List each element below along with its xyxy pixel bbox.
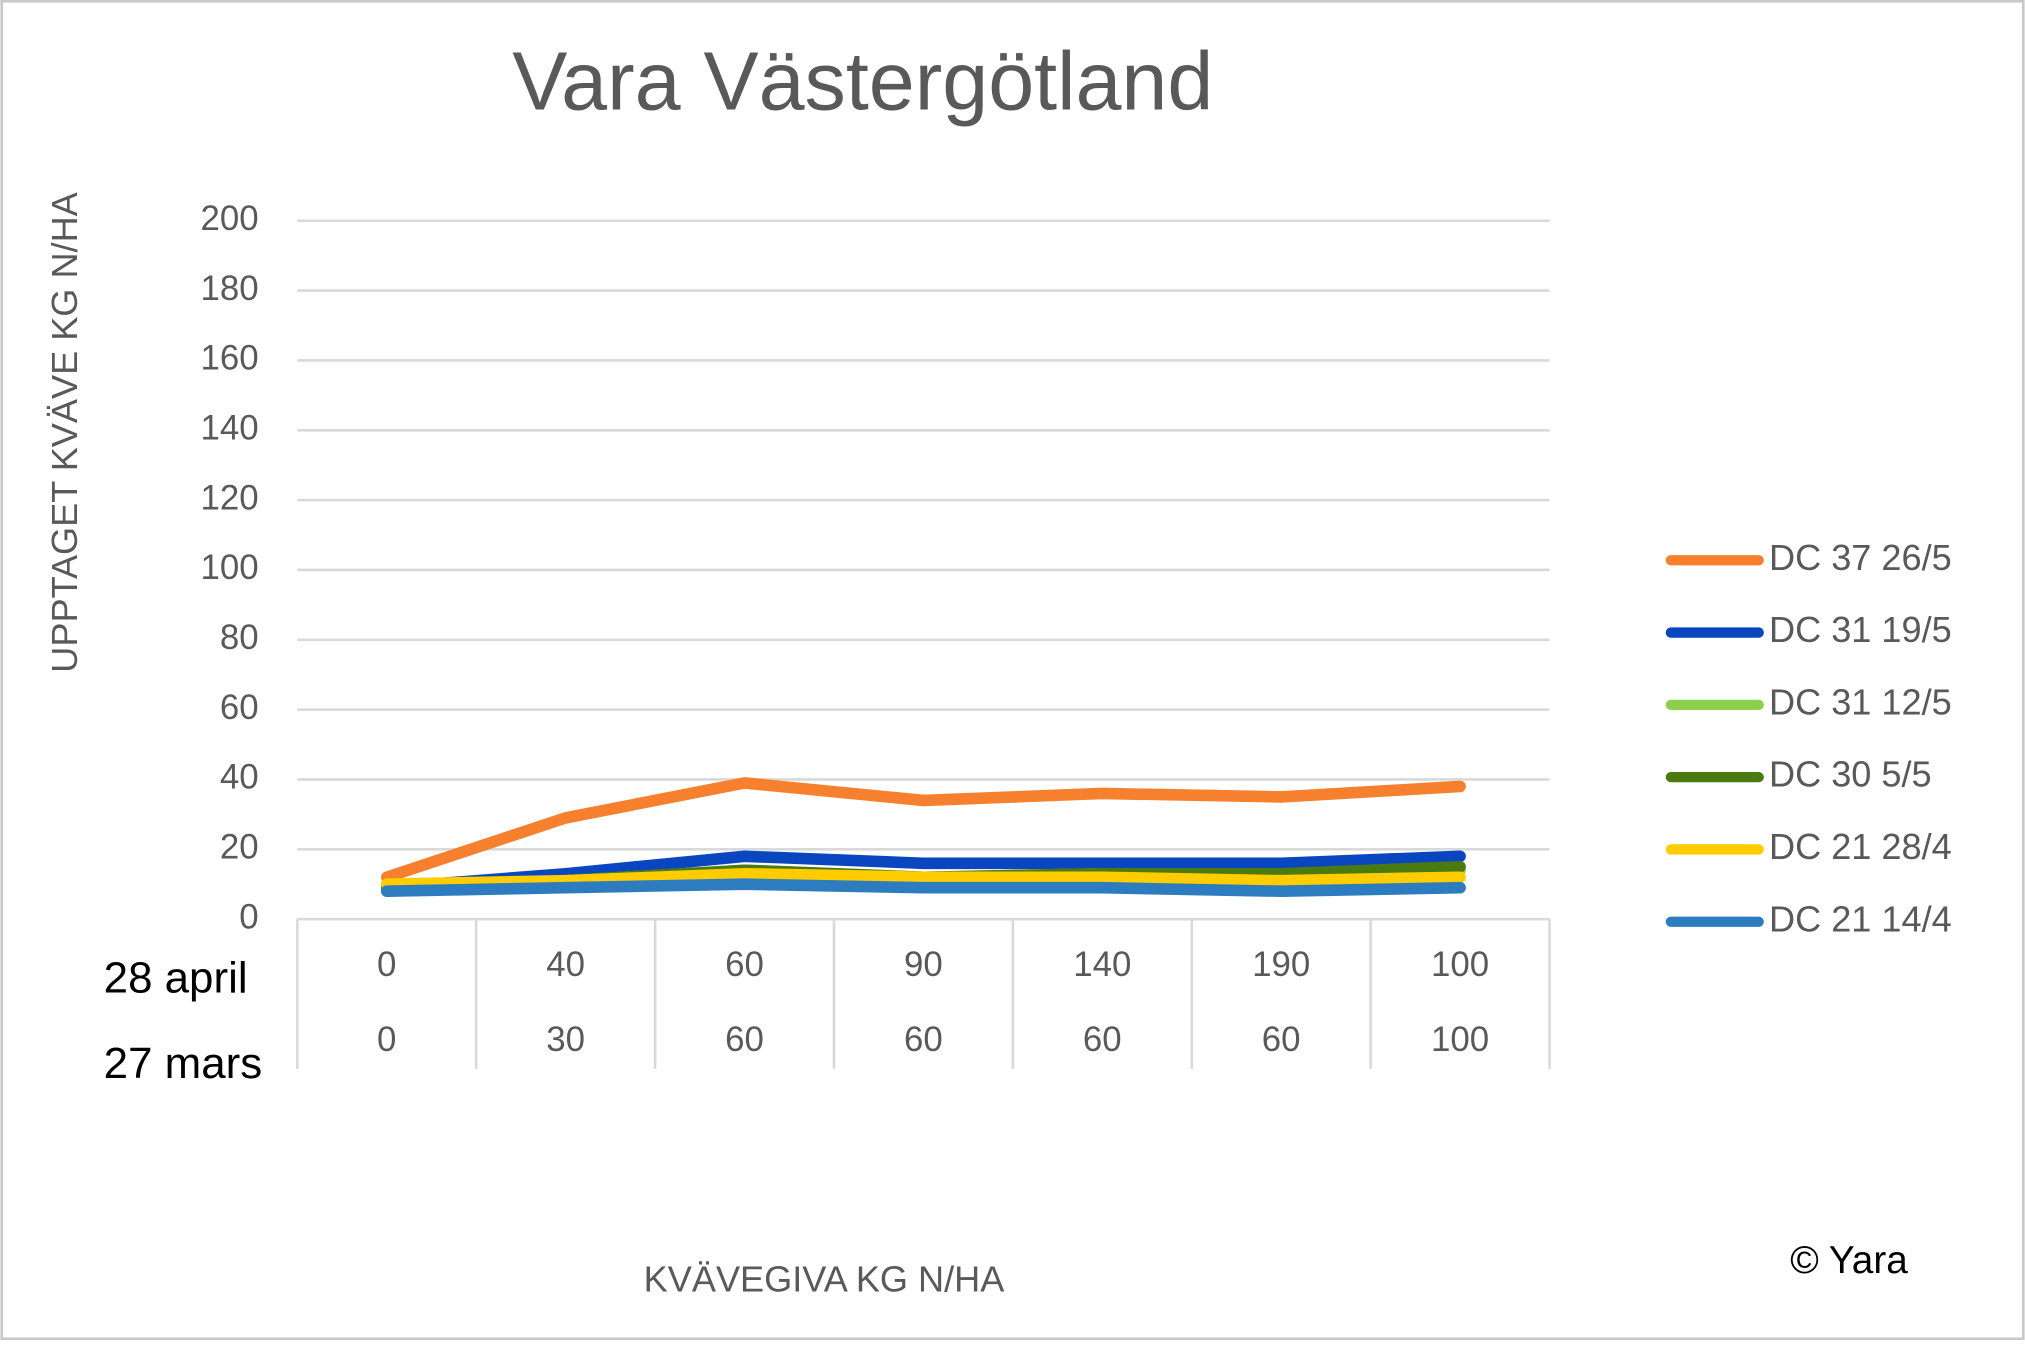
x-tick-label: 40 [546,945,585,984]
x-tick-label: 0 [377,1020,396,1059]
y-tick-label: 140 [200,408,258,447]
category-level-name: 27 mars [104,1039,262,1088]
legend-label: DC 37 26/5 [1769,537,1952,578]
category-level-name: 28 april [104,954,248,1003]
line-series [380,867,1466,891]
x-tick-label: 90 [904,945,943,984]
x-tick-label: 60 [904,1020,943,1059]
y-tick-label: 40 [220,758,259,797]
x-tick-label: 60 [725,1020,764,1059]
line-series [380,850,1466,894]
x-tick-label: 60 [1262,1020,1301,1059]
x-tick-label: 100 [1431,945,1489,984]
legend-label: DC 21 14/4 [1769,898,1952,939]
chart-title: Vara Västergötland [512,35,1213,128]
y-tick-label: 80 [220,618,259,657]
y-tick-label: 0 [239,897,258,936]
y-tick-label: 200 [200,199,258,238]
legend-label: DC 21 28/4 [1769,826,1952,867]
y-axis-label: UPPTAGET KVÄVE KG N/HA [44,191,85,672]
y-tick-label: 100 [200,548,258,587]
x-tick-label: 30 [546,1020,585,1059]
y-tick-label: 120 [200,478,258,517]
x-tick-label: 190 [1252,945,1310,984]
line-series [380,878,1466,898]
y-tick-label: 20 [220,828,259,867]
y-tick-label: 180 [200,269,258,308]
x-tick-label: 100 [1431,1020,1489,1059]
x-tick-label: 140 [1073,945,1131,984]
legend-label: DC 31 19/5 [1769,609,1952,650]
y-tick-label: 160 [200,339,258,378]
line-series [380,777,1466,884]
copyright-note: © Yara [1790,1239,1908,1282]
x-tick-label: 60 [1083,1020,1122,1059]
x-tick-label: 60 [725,945,764,984]
legend-label: DC 30 5/5 [1769,754,1932,795]
legend-label: DC 31 12/5 [1769,681,1952,722]
y-tick-label: 60 [220,688,259,727]
x-tick-label: 0 [377,945,396,984]
x-axis-label: KVÄVEGIVA KG N/HA [644,1258,1006,1299]
